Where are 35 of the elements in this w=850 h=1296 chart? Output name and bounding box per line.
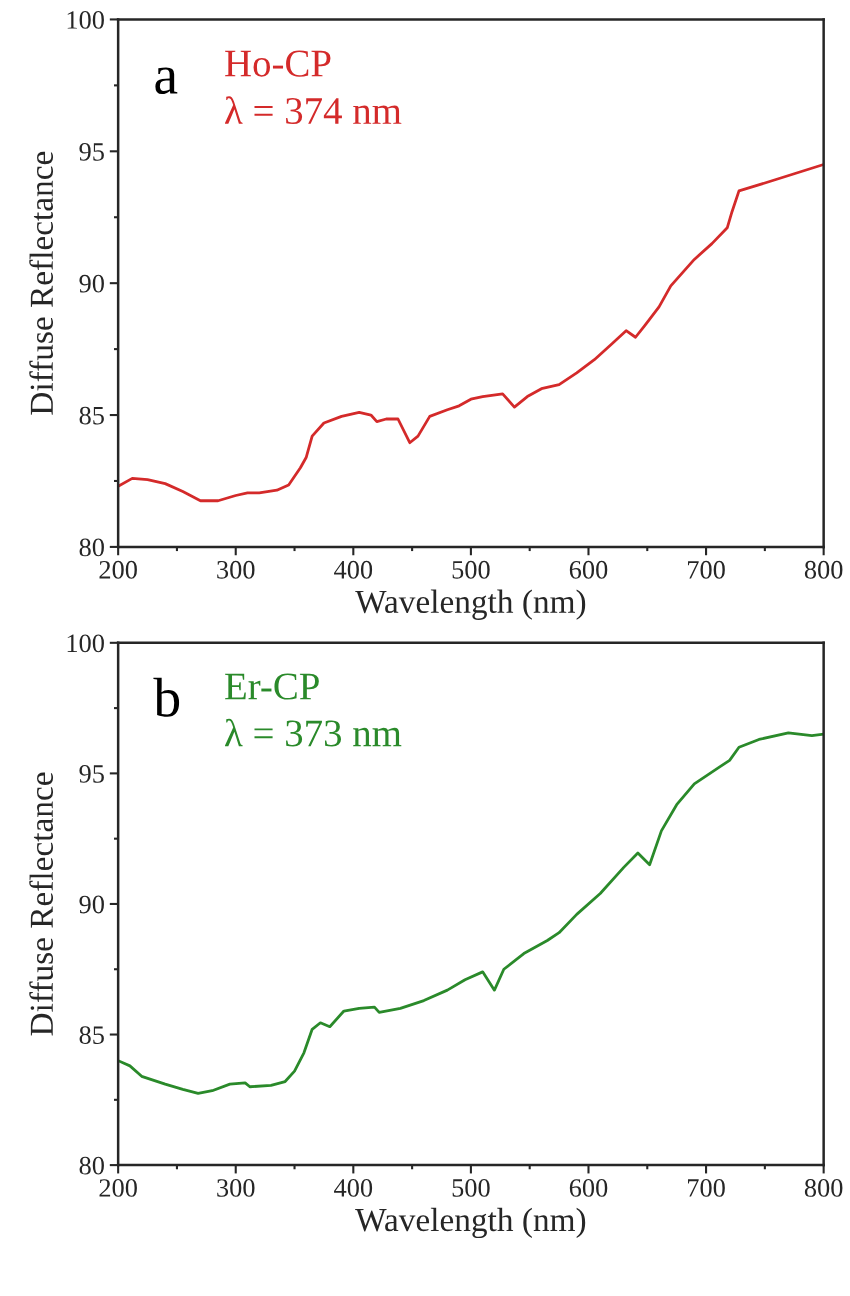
y-tick-label: 85	[79, 1026, 104, 1044]
x-tick-label: 600	[569, 560, 608, 579]
x-tick-label: 200	[99, 1179, 137, 1197]
y-tick-label: 90	[79, 895, 104, 914]
x-tick-label: 400	[334, 560, 373, 579]
line-series	[118, 163, 824, 503]
x-tick-label: 800	[804, 560, 843, 579]
x-axis-title: Wavelength (nm)	[355, 589, 586, 620]
annotation: a	[155, 67, 178, 95]
y-tick-label: 90	[79, 274, 104, 293]
y-tick-label: 100	[67, 634, 104, 653]
y-tick-label: 95	[79, 142, 104, 161]
x-axis-title: Wavelength (nm)	[355, 1207, 586, 1239]
y-tick-label: 80	[79, 538, 104, 557]
annotation: b	[153, 677, 180, 717]
y-tick-label: 95	[79, 765, 104, 783]
y-axis-title: Diffuse Reflectance	[29, 151, 54, 415]
x-tick-label: 200	[99, 560, 137, 579]
annotation: λ = 373 nm	[225, 718, 402, 747]
y-tick-label: 100	[67, 11, 104, 29]
y-tick-label: 80	[79, 1156, 104, 1175]
x-tick-label: 300	[217, 560, 255, 579]
x-tick-label: 700	[688, 560, 725, 579]
x-tick-label: 700	[688, 1179, 725, 1197]
text: Ho-CP	[225, 50, 331, 77]
x-tick-label: 800	[804, 1179, 843, 1197]
x-tick-label: 500	[452, 1179, 490, 1197]
x-tick-label: 600	[569, 1179, 608, 1197]
y-axis-title: Diffuse Reflectance	[29, 772, 54, 1036]
annotation: λ = 374 nm	[225, 96, 402, 125]
text: Er-CP	[225, 673, 319, 700]
x-tick-label: 300	[217, 1179, 255, 1197]
x-tick-label: 500	[452, 560, 490, 579]
x-tick-label: 400	[334, 1179, 373, 1197]
y-tick-label: 85	[79, 406, 104, 425]
